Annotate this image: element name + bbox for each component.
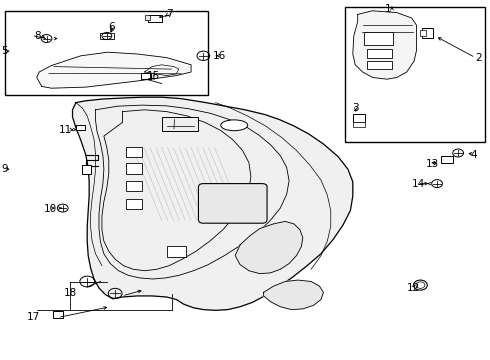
Bar bbox=[162, 117, 198, 131]
Bar bbox=[441, 156, 453, 163]
Bar bbox=[126, 199, 142, 209]
Bar bbox=[353, 114, 365, 122]
Bar bbox=[148, 15, 162, 22]
Bar bbox=[82, 165, 91, 174]
Bar bbox=[145, 15, 150, 20]
Text: 14: 14 bbox=[412, 179, 425, 189]
Bar bbox=[345, 7, 485, 142]
Polygon shape bbox=[73, 97, 353, 310]
Polygon shape bbox=[264, 280, 323, 310]
Bar bbox=[76, 125, 85, 130]
Ellipse shape bbox=[220, 120, 247, 131]
Polygon shape bbox=[37, 52, 191, 88]
Polygon shape bbox=[235, 221, 303, 274]
Text: 6: 6 bbox=[108, 22, 115, 32]
Polygon shape bbox=[353, 11, 416, 79]
Ellipse shape bbox=[414, 280, 427, 290]
Text: 16: 16 bbox=[213, 51, 226, 61]
Bar bbox=[420, 30, 426, 36]
Text: 12: 12 bbox=[407, 283, 420, 293]
Text: 10: 10 bbox=[44, 204, 57, 214]
Text: 4: 4 bbox=[470, 150, 477, 160]
Bar bbox=[100, 33, 114, 39]
Text: 2: 2 bbox=[475, 53, 482, 63]
Bar bbox=[5, 11, 208, 95]
Text: 1: 1 bbox=[385, 4, 392, 14]
Text: 7: 7 bbox=[167, 9, 173, 19]
Bar bbox=[141, 73, 151, 79]
Bar bbox=[53, 311, 63, 318]
Bar bbox=[367, 49, 392, 58]
Text: 9: 9 bbox=[1, 164, 8, 174]
Bar bbox=[353, 122, 365, 127]
Bar bbox=[167, 246, 186, 257]
Text: 13: 13 bbox=[426, 159, 440, 169]
Bar bbox=[367, 61, 392, 69]
Text: 11: 11 bbox=[59, 125, 72, 135]
Ellipse shape bbox=[416, 282, 425, 288]
Text: 8: 8 bbox=[34, 31, 41, 41]
Bar bbox=[422, 28, 433, 38]
Text: 18: 18 bbox=[64, 288, 77, 298]
FancyBboxPatch shape bbox=[198, 184, 267, 223]
Text: 17: 17 bbox=[27, 312, 40, 322]
Text: 5: 5 bbox=[1, 46, 8, 56]
Bar bbox=[126, 163, 142, 174]
Bar bbox=[126, 181, 142, 191]
Text: 3: 3 bbox=[352, 103, 359, 113]
Text: 15: 15 bbox=[147, 71, 160, 81]
Bar bbox=[364, 32, 393, 45]
Bar bbox=[126, 147, 142, 157]
